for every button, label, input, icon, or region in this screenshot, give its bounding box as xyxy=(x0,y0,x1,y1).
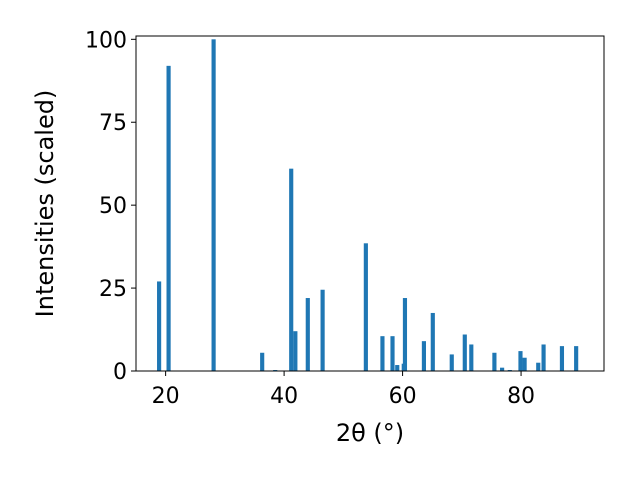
bar xyxy=(449,354,454,371)
bar xyxy=(166,65,171,371)
bar xyxy=(469,344,474,371)
bar xyxy=(518,351,523,371)
bar xyxy=(380,336,385,371)
bar xyxy=(260,352,265,371)
bar xyxy=(211,39,216,371)
bar xyxy=(402,298,408,371)
bar xyxy=(541,344,546,371)
plot-frame xyxy=(135,35,605,372)
x-axis-label: 2θ (°) xyxy=(336,419,404,447)
x-tick-label: 60 xyxy=(389,384,417,409)
y-axis-label: Intensities (scaled) xyxy=(31,90,59,318)
bar xyxy=(430,312,435,371)
bar xyxy=(462,334,467,371)
y-tick-label: 50 xyxy=(99,194,127,219)
bar xyxy=(559,346,565,371)
x-axis-ticks: 20 40 60 80 xyxy=(152,371,535,409)
y-tick-label: 25 xyxy=(99,277,127,302)
bar xyxy=(492,352,497,371)
bar xyxy=(157,281,162,371)
bar xyxy=(536,362,541,371)
bar xyxy=(305,298,310,371)
y-tick-label: 100 xyxy=(85,28,127,53)
bar xyxy=(320,289,325,371)
bar xyxy=(574,346,579,371)
bar xyxy=(395,365,400,371)
bar xyxy=(522,357,527,371)
bar xyxy=(390,336,395,371)
bar xyxy=(421,341,426,371)
bars-group xyxy=(157,39,579,371)
x-tick-label: 80 xyxy=(507,384,535,409)
bar xyxy=(293,331,298,371)
y-axis-ticks: 0 25 50 75 100 xyxy=(85,28,136,385)
x-tick-label: 40 xyxy=(270,384,298,409)
y-tick-label: 0 xyxy=(113,360,127,385)
bar xyxy=(289,168,294,371)
bar xyxy=(363,243,368,371)
x-tick-label: 20 xyxy=(152,384,180,409)
y-tick-label: 75 xyxy=(99,111,127,136)
bar xyxy=(500,367,505,371)
